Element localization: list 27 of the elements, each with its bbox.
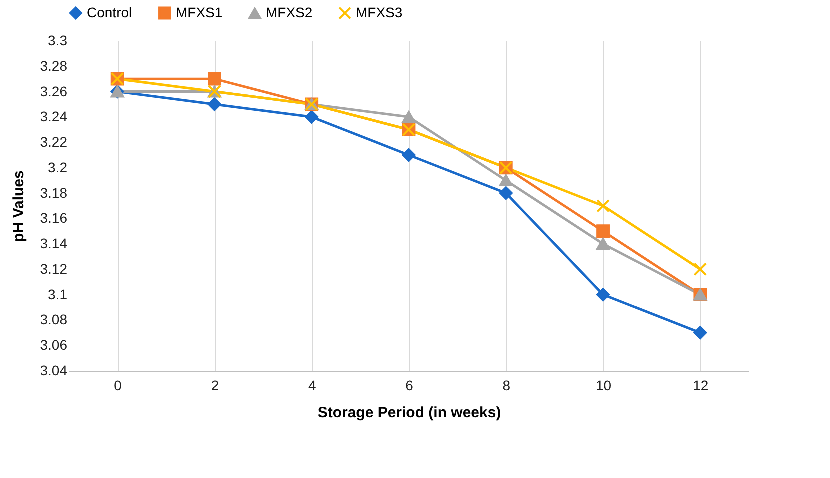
x-tick-label: 0 <box>114 378 122 394</box>
y-axis-title: pH Values <box>10 170 28 242</box>
y-tick-label: 3.08 <box>40 312 68 328</box>
x-tick-label: 6 <box>406 378 414 394</box>
y-tick-label: 3.24 <box>40 108 68 125</box>
y-tick-label: 3.22 <box>40 134 68 150</box>
y-tick-label: 3.16 <box>40 210 68 226</box>
x-tick-label: 8 <box>502 378 511 394</box>
legend-label: MFXS1 <box>176 4 223 20</box>
y-tick-label: 3.06 <box>40 337 68 354</box>
x-tick-label: 2 <box>211 378 220 394</box>
x-axis-title: Storage Period (in weeks) <box>318 404 502 422</box>
legend-label: MFXS2 <box>266 4 313 21</box>
y-tick-label: 3.12 <box>40 260 68 277</box>
y-tick-label: 3.26 <box>40 83 68 100</box>
y-tick-label: 3.2 <box>48 159 68 176</box>
legend-label: MFXS3 <box>356 4 403 20</box>
y-tick-label: 3.28 <box>40 58 68 74</box>
x-tick-label: 10 <box>596 378 612 394</box>
x-tick-label: 12 <box>693 378 709 394</box>
y-tick-label: 3.04 <box>40 362 68 378</box>
legend-label: Control <box>87 4 132 20</box>
y-tick-label: 3.1 <box>48 286 68 302</box>
x-tick-label: 4 <box>308 378 316 394</box>
y-tick-label: 3.3 <box>48 32 68 48</box>
y-tick-label: 3.14 <box>40 236 68 252</box>
y-tick-label: 3.18 <box>40 184 68 201</box>
